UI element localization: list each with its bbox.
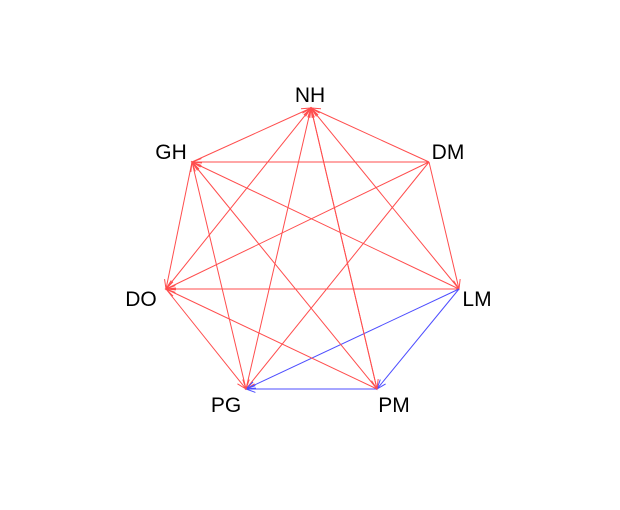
arrowhead bbox=[371, 379, 379, 391]
edge-line bbox=[191, 161, 247, 390]
node-label-pm: PM bbox=[378, 394, 410, 417]
edge-pg-to-nh bbox=[245, 106, 313, 390]
edge-dm-to-nh bbox=[309, 107, 430, 163]
edge-line bbox=[165, 161, 430, 290]
edge-do-to-pg bbox=[165, 288, 247, 391]
edge-pm-to-gh bbox=[191, 160, 378, 390]
edge-dm-to-gh bbox=[190, 158, 429, 166]
arrowhead bbox=[164, 279, 172, 291]
edge-line bbox=[245, 107, 312, 390]
node-label-nh: NH bbox=[295, 84, 325, 107]
edge-lm-to-gh bbox=[190, 161, 460, 290]
edge-line bbox=[376, 288, 460, 390]
node-label-dm: DM bbox=[432, 141, 465, 164]
edge-lm-to-pm bbox=[376, 288, 460, 391]
edge-pm-to-pg bbox=[244, 385, 377, 393]
edge-dm-to-lm bbox=[428, 161, 461, 291]
edge-line bbox=[310, 107, 430, 163]
edge-line bbox=[165, 288, 378, 390]
edge-line bbox=[245, 161, 430, 390]
edge-line bbox=[165, 107, 312, 290]
edge-pm-to-do bbox=[164, 288, 378, 390]
arrowhead bbox=[237, 379, 247, 391]
edge-do-to-nh bbox=[165, 106, 312, 290]
arrowhead bbox=[300, 107, 313, 116]
edges-layer bbox=[164, 106, 461, 393]
node-label-gh: GH bbox=[155, 141, 187, 164]
nodes-layer: NH DM LM PM PG DO GH bbox=[125, 84, 491, 417]
edge-gh-to-nh bbox=[191, 107, 313, 163]
edge-line bbox=[245, 288, 460, 390]
edge-line bbox=[191, 161, 378, 390]
edge-line bbox=[191, 161, 460, 290]
edge-gh-to-do bbox=[164, 161, 193, 291]
node-label-pg: PG bbox=[211, 394, 241, 417]
edge-dm-to-pg bbox=[245, 161, 430, 391]
edge-line bbox=[428, 161, 460, 290]
edge-lm-to-nh bbox=[310, 106, 460, 290]
edge-lm-to-pg bbox=[244, 288, 460, 390]
edge-line bbox=[191, 107, 312, 163]
edge-line bbox=[165, 161, 193, 290]
edge-line bbox=[310, 107, 460, 290]
node-label-lm: LM bbox=[462, 288, 491, 311]
edge-line bbox=[165, 288, 247, 390]
edge-line bbox=[310, 107, 378, 390]
edge-lm-to-do bbox=[164, 285, 459, 293]
edge-nh-to-pm bbox=[310, 107, 379, 391]
edge-dm-to-do bbox=[164, 161, 430, 290]
node-label-do: DO bbox=[125, 288, 157, 311]
